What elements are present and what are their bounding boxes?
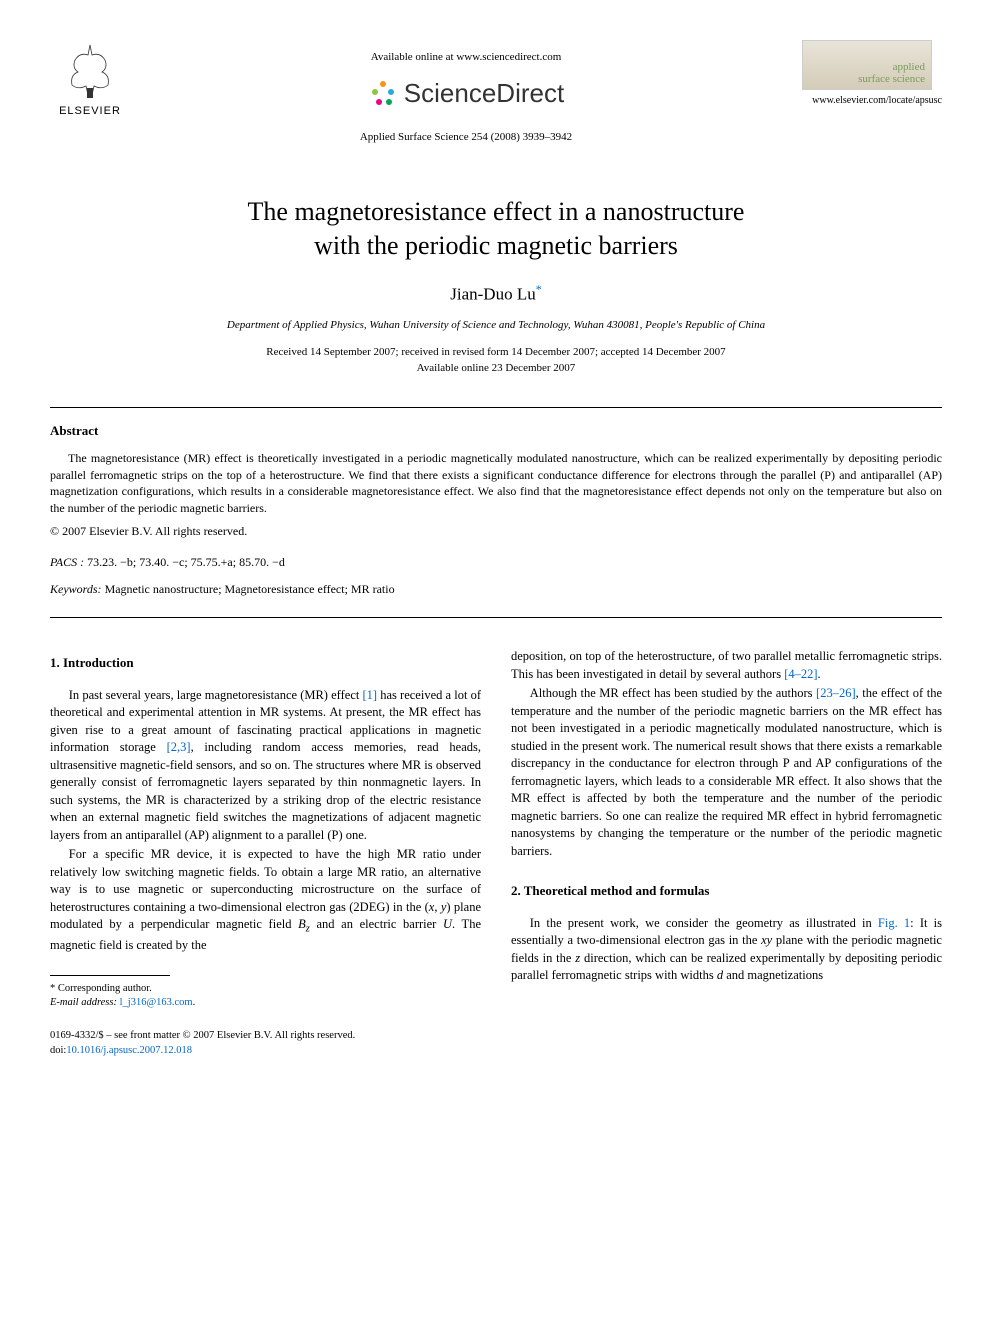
- divider-bottom: [50, 617, 942, 618]
- ref-link-4-22[interactable]: [4–22]: [784, 667, 817, 681]
- abstract-text: The magnetoresistance (MR) effect is the…: [50, 450, 942, 517]
- author-name: Jian-Duo Lu*: [50, 281, 942, 306]
- col2-paragraph-1: deposition, on top of the heterostructur…: [511, 648, 942, 683]
- header-row: ELSEVIER Available online at www.science…: [50, 40, 942, 145]
- issn-line: 0169-4332/$ – see front matter © 2007 El…: [50, 1029, 481, 1044]
- divider-top: [50, 407, 942, 408]
- pacs-label: PACS :: [50, 555, 84, 569]
- copyright-text: © 2007 Elsevier B.V. All rights reserved…: [50, 523, 942, 540]
- abstract-heading: Abstract: [50, 422, 942, 440]
- footer-info: 0169-4332/$ – see front matter © 2007 El…: [50, 1029, 481, 1058]
- right-column: deposition, on top of the heterostructur…: [511, 648, 942, 1058]
- elsevier-logo-block: ELSEVIER: [50, 40, 130, 119]
- col2-paragraph-2: Although the MR effect has been studied …: [511, 685, 942, 860]
- pacs-line: PACS : 73.23. −b; 73.40. −c; 75.75.+a; 8…: [50, 554, 942, 571]
- keywords-text: Magnetic nanostructure; Magnetoresistanc…: [105, 582, 395, 596]
- footnote-divider: [50, 975, 170, 976]
- elsevier-tree-icon: [60, 40, 120, 100]
- email-link[interactable]: l_j316@163.com: [120, 997, 193, 1008]
- sciencedirect-logo: ScienceDirect: [130, 75, 802, 111]
- title-line1: The magnetoresistance effect in a nanost…: [248, 197, 745, 226]
- dates-line1: Received 14 September 2007; received in …: [266, 346, 725, 358]
- center-header: Available online at www.sciencedirect.co…: [130, 40, 802, 145]
- sciencedirect-text: ScienceDirect: [404, 75, 564, 111]
- journal-cover-line1: applied: [893, 61, 925, 73]
- article-title: The magnetoresistance effect in a nanost…: [50, 195, 942, 263]
- elsevier-label: ELSEVIER: [50, 104, 130, 119]
- journal-cover-icon: applied surface science: [802, 40, 932, 90]
- dates-line2: Available online 23 December 2007: [417, 362, 576, 374]
- journal-url: www.elsevier.com/locate/apsusc: [802, 94, 942, 108]
- journal-reference: Applied Surface Science 254 (2008) 3939–…: [130, 130, 802, 145]
- available-online-text: Available online at www.sciencedirect.co…: [130, 50, 802, 65]
- email-line: E-mail address: l_j316@163.com.: [50, 996, 481, 1011]
- pacs-codes: 73.23. −b; 73.40. −c; 75.75.+a; 85.70. −…: [87, 555, 285, 569]
- ref-link-2-3[interactable]: [2,3]: [167, 740, 191, 754]
- abstract-section: Abstract The magnetoresistance (MR) effe…: [50, 422, 942, 598]
- method-paragraph-1: In the present work, we consider the geo…: [511, 915, 942, 985]
- intro-paragraph-1: In past several years, large magnetoresi…: [50, 687, 481, 845]
- article-dates: Received 14 September 2007; received in …: [50, 344, 942, 377]
- sciencedirect-dots-icon: [368, 79, 398, 109]
- ref-link-23-26[interactable]: [23–26]: [816, 686, 856, 700]
- doi-label: doi:: [50, 1045, 66, 1056]
- footnote-block: * Corresponding author. E-mail address: …: [50, 982, 481, 1011]
- ref-link-1[interactable]: [1]: [363, 688, 378, 702]
- corresponding-author: * Corresponding author.: [50, 982, 481, 997]
- author-text: Jian-Duo Lu: [450, 284, 535, 303]
- title-line2: with the periodic magnetic barriers: [314, 231, 678, 260]
- doi-line: doi:10.1016/j.apsusc.2007.12.018: [50, 1044, 481, 1059]
- journal-logo-block: applied surface science www.elsevier.com…: [802, 40, 942, 108]
- doi-link[interactable]: 10.1016/j.apsusc.2007.12.018: [66, 1045, 192, 1056]
- keywords-line: Keywords: Magnetic nanostructure; Magnet…: [50, 581, 942, 598]
- intro-paragraph-2: For a specific MR device, it is expected…: [50, 846, 481, 955]
- left-column: 1. Introduction In past several years, l…: [50, 648, 481, 1058]
- title-block: The magnetoresistance effect in a nanost…: [50, 195, 942, 376]
- email-label: E-mail address:: [50, 997, 117, 1008]
- keywords-label: Keywords:: [50, 582, 102, 596]
- journal-cover-line2: surface science: [858, 73, 925, 85]
- author-star-icon: *: [536, 282, 542, 296]
- affiliation: Department of Applied Physics, Wuhan Uni…: [50, 318, 942, 333]
- body-columns: 1. Introduction In past several years, l…: [50, 648, 942, 1058]
- method-heading: 2. Theoretical method and formulas: [511, 882, 942, 900]
- fig-link-1[interactable]: Fig. 1: [878, 916, 910, 930]
- intro-heading: 1. Introduction: [50, 654, 481, 672]
